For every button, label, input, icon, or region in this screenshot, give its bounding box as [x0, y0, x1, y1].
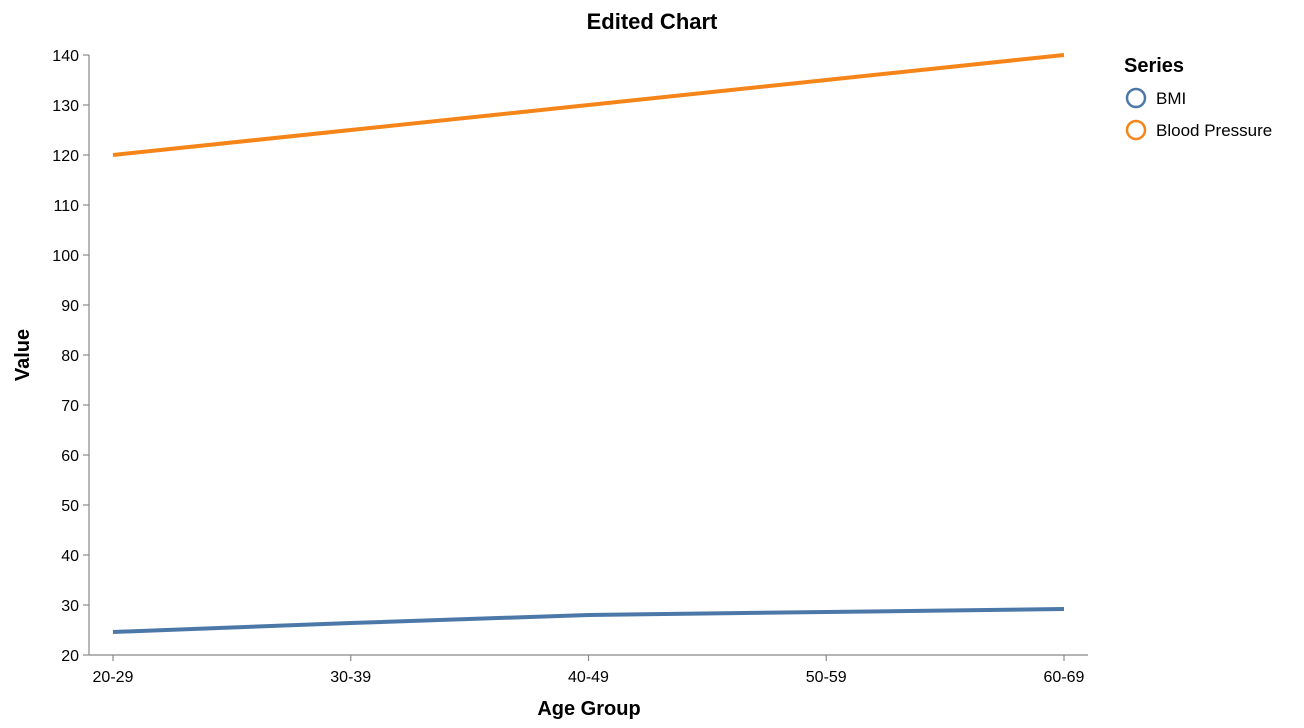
- y-axis-title: Value: [12, 329, 34, 381]
- y-tick-label: 120: [52, 148, 79, 165]
- legend: Series BMI Blood Pressure: [1124, 55, 1272, 141]
- y-tick-label: 60: [61, 448, 79, 465]
- y-tick-label: 70: [61, 398, 79, 415]
- series-line-blood-pressure: [112, 53, 1065, 157]
- x-tick-label: 60-69: [1044, 669, 1085, 686]
- y-axis: 20 30 40 50 60 70 80 90 100 110 120 130 140: [52, 48, 90, 665]
- y-tick-label: 90: [61, 298, 79, 315]
- y-tick-label: 130: [52, 98, 79, 115]
- legend-symbol-blood-pressure: [1125, 119, 1147, 141]
- x-tick-label: 20-29: [93, 669, 134, 686]
- x-tick-label: 30-39: [330, 669, 371, 686]
- legend-label-bmi: BMI: [1156, 89, 1186, 108]
- x-tick-label: 40-49: [568, 669, 609, 686]
- legend-label-blood-pressure: Blood Pressure: [1156, 121, 1272, 140]
- legend-symbol-bmi: [1125, 87, 1147, 109]
- y-tick-label: 110: [53, 198, 79, 215]
- y-tick-label: 40: [61, 548, 79, 565]
- x-axis: 20-29 30-39 40-49 50-59 60-69: [89, 654, 1088, 686]
- y-tick-label: 80: [61, 348, 79, 365]
- y-tick-label: 140: [52, 48, 79, 65]
- y-tick-label: 50: [61, 498, 79, 515]
- legend-title: Series: [1124, 55, 1184, 77]
- chart-title: Edited Chart: [587, 9, 718, 34]
- y-tick-label: 30: [61, 598, 79, 615]
- series-layer: [112, 53, 1065, 634]
- series-line-bmi: [112, 607, 1065, 634]
- x-axis-title: Age Group: [537, 698, 640, 720]
- y-tick-label: 100: [52, 248, 79, 265]
- x-tick-label: 50-59: [806, 669, 847, 686]
- y-tick-label: 20: [61, 648, 79, 665]
